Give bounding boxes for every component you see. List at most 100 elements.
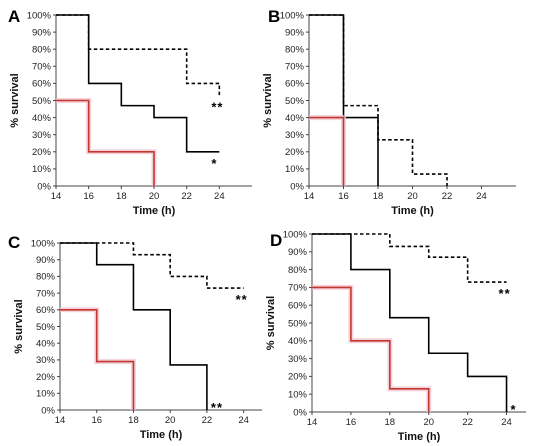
y-tick-label: 90% [32, 27, 52, 38]
x-tick-label: 18 [128, 415, 139, 426]
y-tick-label: 20% [36, 372, 56, 383]
panel-label: D [270, 231, 282, 250]
x-tick-label: 20 [149, 191, 160, 202]
y-tick-label: 20% [32, 147, 52, 158]
x-tick-label: 16 [346, 417, 357, 428]
panel-b-chart: B 0% 10% 20% 30% 40% 50% 60% 70% 80% 90% 100% 14 16 18… [262, 0, 546, 222]
y-tick-label: 70% [288, 283, 308, 294]
series-line-solid [312, 233, 508, 412]
y-tick-label: 10% [288, 390, 308, 401]
y-tick-label: 80% [32, 45, 52, 56]
series-line-solid-red [309, 116, 345, 186]
significance-marker: ** [236, 292, 248, 307]
y-tick-label: 20% [285, 147, 305, 158]
y-tick-label: 0% [293, 407, 307, 418]
y-tick-label: 50% [36, 322, 56, 333]
series-line-solid-red [312, 286, 430, 412]
y-tick-label: 60% [285, 79, 305, 90]
series-line-solid [56, 14, 220, 153]
y-tick-label: 70% [285, 62, 305, 73]
panel-b-svg: B 0% 10% 20% 30% 40% 50% 60% 70% 80% 90% 100% 14 16 18… [262, 7, 516, 217]
panel-c-chart: C 0% 10% 20% 30% 40% 50% 60% 70% 80% 90% 100% 14 16 18… [0, 224, 282, 446]
y-tick-label: 30% [36, 355, 56, 366]
significance-marker: ** [211, 99, 223, 114]
y-tick-label: 10% [36, 389, 56, 400]
series-line-dashed [56, 14, 221, 96]
significance-marker: * [511, 402, 517, 417]
y-tick-label: 100% [283, 229, 308, 240]
significance-marker: ** [211, 400, 223, 415]
panel-a-svg: A 0% 10% 20% 30% 40% 50% 60% 70% 80% 90% 100% 14 16 18… [8, 7, 252, 217]
y-tick-label: 40% [288, 336, 308, 347]
y-tick-label: 20% [288, 372, 308, 383]
x-tick-label: 22 [442, 191, 453, 202]
series-line-dashed [312, 233, 507, 283]
y-tick-label: 60% [32, 79, 52, 90]
series-halo [56, 98, 157, 186]
y-tick-label: 40% [285, 113, 305, 124]
y-tick-label: 50% [32, 96, 52, 107]
y-axis-label: % survival [265, 296, 277, 350]
y-tick-label: 10% [285, 164, 305, 175]
panel-d-chart: D 0% 10% 20% 30% 40% 50% 60% 70% 80% 90% 100% 14 16 18… [264, 224, 546, 446]
series-halo [309, 115, 346, 186]
series-halo [312, 284, 432, 412]
x-axis-label: Time (h) [140, 429, 183, 441]
x-tick-label: 18 [116, 191, 127, 202]
panel-c-svg: C 0% 10% 20% 30% 40% 50% 60% 70% 80% 90% 100% 14 16 18… [8, 233, 262, 441]
panel-label: B [268, 7, 280, 26]
significance-marker: * [211, 156, 217, 171]
series-line-dashed [60, 242, 244, 289]
y-tick-label: 0% [37, 181, 51, 192]
x-tick-label: 20 [423, 417, 434, 428]
panel-label: C [8, 233, 20, 252]
series-line-solid [60, 242, 208, 410]
x-axis-label: Time (h) [391, 205, 434, 217]
x-tick-label: 22 [202, 415, 213, 426]
series-line-solid-red [56, 99, 155, 186]
x-tick-label: 18 [373, 191, 384, 202]
x-tick-label: 18 [385, 417, 396, 428]
series-line-solid-red [60, 309, 135, 410]
y-tick-label: 30% [32, 130, 52, 141]
y-tick-label: 100% [280, 10, 305, 21]
y-tick-label: 100% [31, 238, 56, 249]
y-tick-label: 80% [288, 265, 308, 276]
x-tick-label: 22 [462, 417, 473, 428]
x-tick-label: 24 [238, 415, 249, 426]
x-tick-label: 24 [476, 191, 487, 202]
y-axis-label: % survival [262, 73, 274, 127]
y-tick-label: 40% [32, 113, 52, 124]
x-axis-label: Time (h) [133, 205, 176, 217]
y-axis-label: % survival [13, 299, 25, 353]
y-tick-label: 50% [288, 318, 308, 329]
panel-d-svg: D 0% 10% 20% 30% 40% 50% 60% 70% 80% 90% 100% 14 16 18… [265, 229, 526, 443]
panel-a-chart: A 0% 10% 20% 30% 40% 50% 60% 70% 80% 90% 100% 14 16 18… [0, 0, 282, 222]
x-tick-label: 14 [55, 415, 66, 426]
x-axis-label: Time (h) [398, 431, 441, 443]
x-tick-label: 22 [181, 191, 192, 202]
x-tick-label: 20 [165, 415, 176, 426]
y-tick-label: 60% [36, 305, 56, 316]
x-tick-label: 16 [338, 191, 349, 202]
y-tick-label: 30% [288, 354, 308, 365]
x-tick-label: 14 [304, 191, 315, 202]
y-tick-label: 90% [285, 27, 305, 38]
x-tick-label: 14 [307, 417, 318, 428]
x-tick-label: 16 [83, 191, 94, 202]
y-tick-label: 0% [290, 181, 304, 192]
y-tick-label: 50% [285, 96, 305, 107]
y-tick-label: 90% [288, 247, 308, 258]
y-tick-label: 30% [285, 130, 305, 141]
y-tick-label: 60% [288, 301, 308, 312]
y-tick-label: 70% [32, 62, 52, 73]
y-tick-label: 100% [27, 10, 52, 21]
y-tick-label: 10% [32, 164, 52, 175]
x-tick-label: 14 [51, 191, 62, 202]
y-tick-label: 90% [36, 255, 56, 266]
x-tick-label: 16 [91, 415, 102, 426]
x-tick-label: 20 [407, 191, 418, 202]
x-tick-label: 24 [501, 417, 512, 428]
y-tick-label: 40% [36, 339, 56, 350]
panel-label: A [8, 7, 20, 26]
